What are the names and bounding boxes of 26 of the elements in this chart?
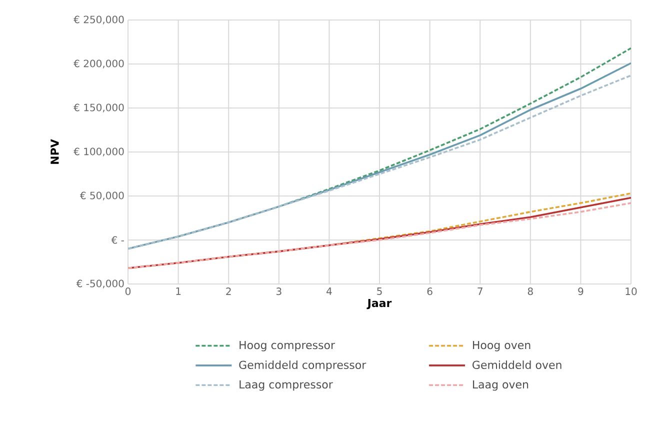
y-tick-label: € 200,000 xyxy=(74,60,124,68)
x-tick-label: 3 xyxy=(276,288,282,296)
legend-label: Gemiddeld oven xyxy=(472,360,562,370)
x-tick-label: 9 xyxy=(578,288,584,296)
y-tick-label: € - xyxy=(111,236,124,244)
y-axis-title: NPV xyxy=(50,139,59,164)
x-tick-label: 1 xyxy=(176,288,181,295)
legend-label: Laag compressor xyxy=(240,380,333,391)
x-tick-label: 8 xyxy=(528,288,533,296)
y-tick-label: € 150,000 xyxy=(74,104,124,112)
x-tick-label: 5 xyxy=(377,288,382,295)
x-tick-label: 10 xyxy=(626,288,637,296)
legend-label: Laag oven xyxy=(473,380,528,391)
y-tick-label: € -50,000 xyxy=(76,280,124,288)
legend-label: Hoog compressor xyxy=(240,341,336,352)
x-tick-label: 4 xyxy=(326,288,332,295)
x-tick-label: 2 xyxy=(226,288,231,295)
y-tick-label: € 50,000 xyxy=(80,192,124,200)
x-tick-label: 6 xyxy=(427,288,432,296)
y-tick-label: € 250,000 xyxy=(74,16,124,24)
y-tick-label: € 100,000 xyxy=(74,148,124,156)
x-axis-title: Jaar xyxy=(366,298,392,310)
legend-label: Hoog oven xyxy=(473,341,530,352)
legend-label: Gemiddeld compressor xyxy=(239,360,366,372)
x-tick-label: 0 xyxy=(125,288,131,296)
x-tick-label: 7 xyxy=(478,288,482,295)
